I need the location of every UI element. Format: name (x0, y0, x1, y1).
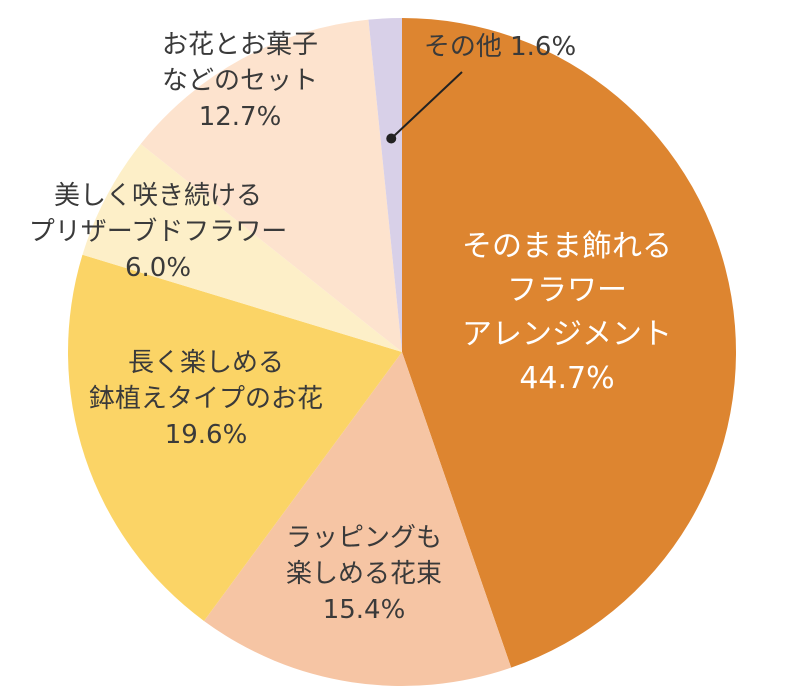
slice-value-3: 6.0% (125, 253, 191, 283)
slice-label-line-1-0: ラッピングも (286, 523, 442, 553)
slice-label-line-2-1: 鉢植えタイプのお花 (89, 384, 323, 414)
slice-label-text-5: その他 1.6% (424, 32, 576, 62)
pie-slice-3 (82, 143, 402, 352)
slice-label-0: そのまま飾れるフラワーアレンジメント 44.7% (462, 229, 672, 396)
slice-label-line-4-1: などのセット (162, 66, 318, 96)
leader-dot-5 (386, 133, 397, 144)
pie-slice-5 (368, 18, 402, 352)
slice-label-line-1-1: 楽しめる花束 (286, 559, 442, 589)
slice-label-line-2-0: 長く楽しめる (128, 348, 284, 378)
slice-value-4: 12.7% (199, 102, 282, 132)
slice-label-line-0-2: アレンジメント (462, 317, 672, 352)
slice-label-line-3-1: プリザーブドフラワー (29, 217, 287, 247)
slice-label-1: ラッピングも楽しめる花束 15.4% (286, 523, 442, 625)
slice-value-1: 15.4% (323, 595, 406, 625)
leader-layer (386, 71, 463, 144)
slice-label-5: その他 1.6% (424, 32, 576, 62)
pie-slice-1 (203, 352, 512, 686)
slice-value-0: 44.7% (519, 361, 614, 396)
slice-label-4: お花とお菓子などのセット 12.7% (162, 30, 318, 132)
slice-label-line-0-0: そのまま飾れる (462, 229, 672, 264)
leader-line-5 (390, 71, 463, 140)
pie-slice-0 (402, 18, 737, 668)
labels-layer: そのまま飾れるフラワーアレンジメント 44.7% ラッピングも楽しめる花束 15.4%… (29, 30, 672, 625)
slice-label-line-4-0: お花とお菓子 (162, 30, 318, 60)
slice-label-2: 長く楽しめる鉢植えタイプのお花 19.6% (89, 348, 323, 450)
pie-slice-2 (67, 254, 403, 621)
slice-label-line-0-1: フラワー (507, 273, 627, 308)
slice-value-2: 19.6% (165, 420, 248, 450)
pie-slice-4 (140, 19, 403, 352)
slice-label-3: 美しく咲き続けるプリザーブドフラワー 6.0% (29, 181, 287, 283)
slices-layer (67, 18, 737, 686)
slice-label-line-3-0: 美しく咲き続ける (54, 181, 262, 211)
